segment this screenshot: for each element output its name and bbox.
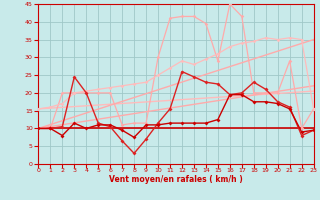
X-axis label: Vent moyen/en rafales ( km/h ): Vent moyen/en rafales ( km/h ): [109, 175, 243, 184]
